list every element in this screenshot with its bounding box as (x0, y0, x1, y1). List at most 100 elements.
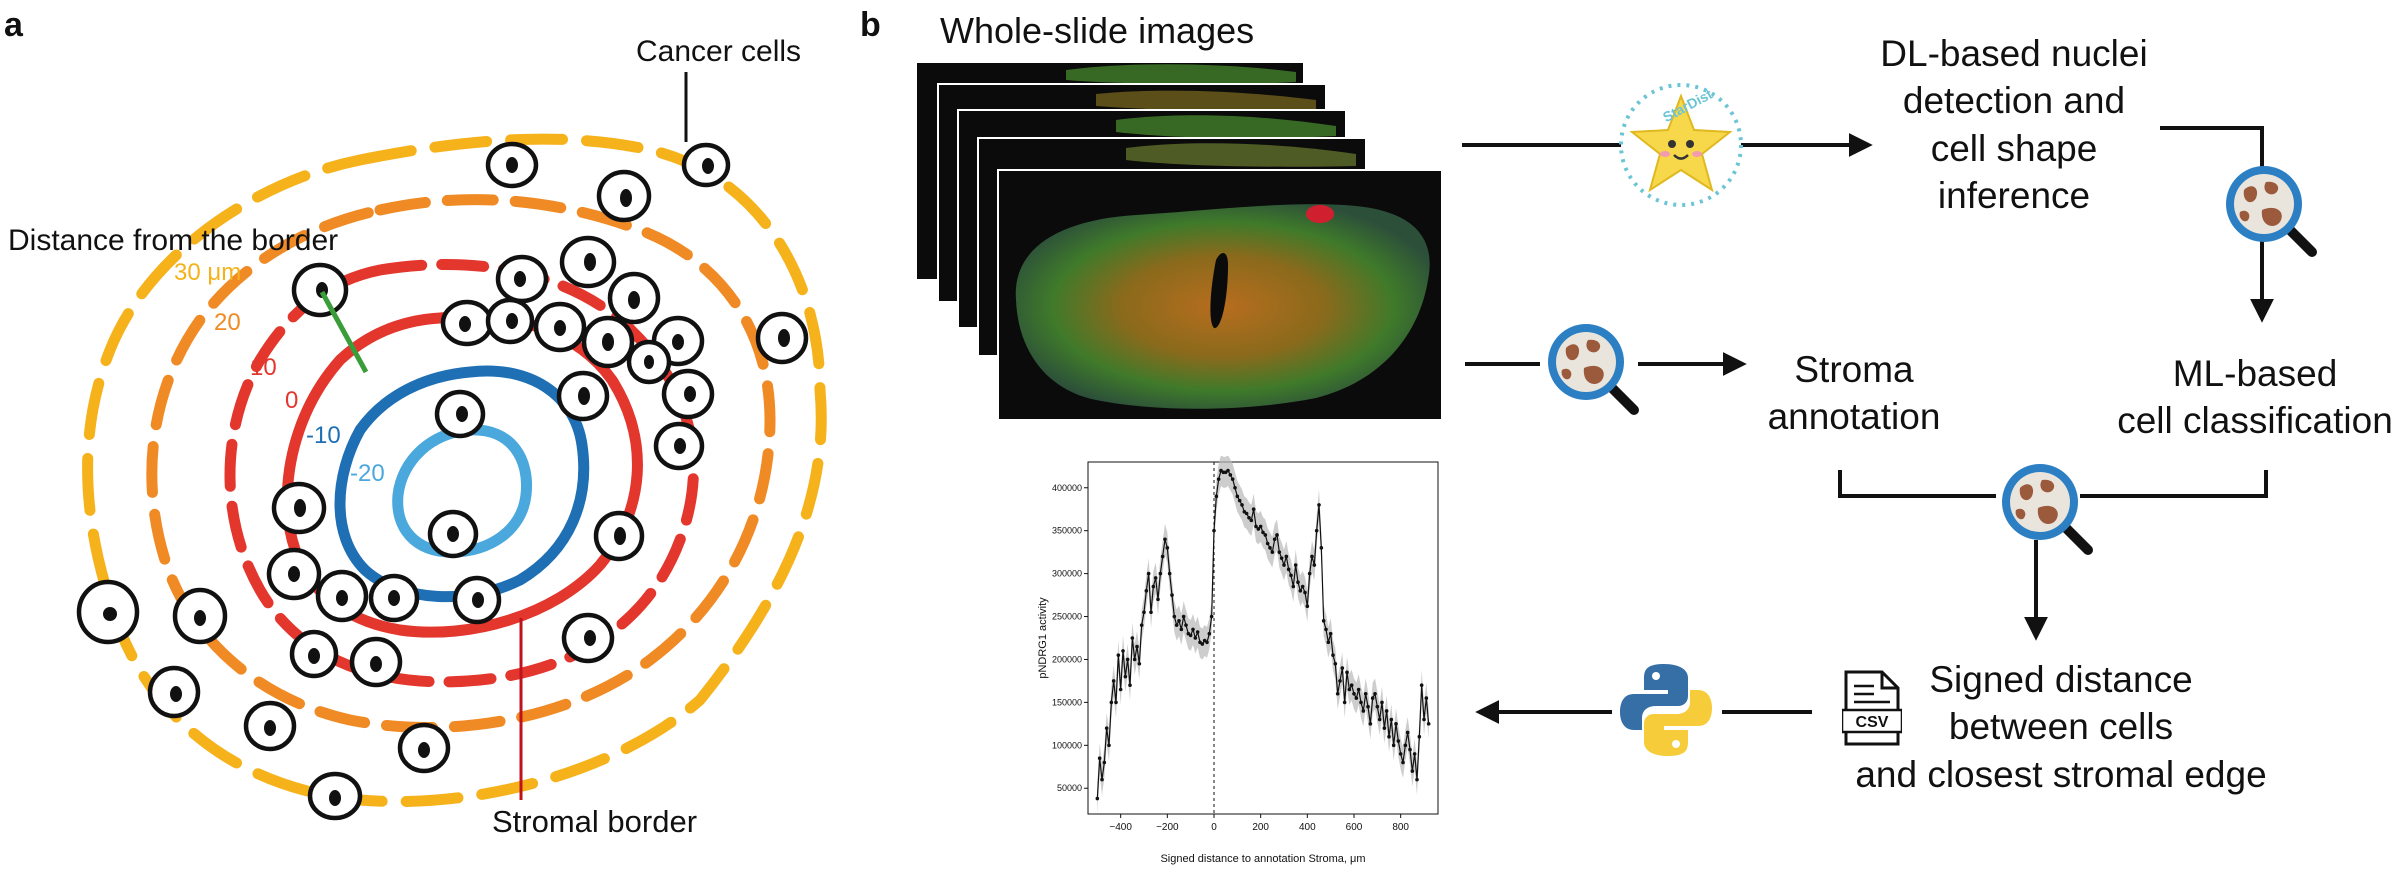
data-point (1118, 687, 1123, 692)
data-point (1419, 683, 1424, 688)
data-point (1356, 687, 1361, 692)
x-tick-label: 800 (1392, 822, 1409, 833)
data-point (1326, 640, 1331, 645)
data-point (1270, 550, 1275, 554)
data-point (1191, 627, 1195, 632)
data-point (1384, 709, 1389, 713)
data-point (1142, 610, 1146, 615)
data-point (1319, 546, 1324, 550)
cell (607, 271, 661, 325)
contour-minus-10 (334, 365, 590, 603)
wsi-title: Whole-slide images (940, 10, 1255, 51)
data-point (1163, 537, 1167, 542)
cell (556, 370, 610, 422)
cell (315, 569, 369, 623)
ml-step-line: ML-based (2172, 353, 2338, 394)
data-point (1251, 507, 1256, 512)
python-logo-icon (1620, 664, 1712, 756)
contour-label-minus-20: -20 (350, 460, 385, 487)
data-point (1216, 477, 1221, 481)
cell (349, 636, 403, 688)
data-point (1100, 777, 1104, 782)
data-point (1254, 524, 1258, 529)
data-point (1300, 584, 1305, 589)
cell (307, 771, 363, 821)
cell (172, 587, 228, 645)
stromal-border-label: Stromal border (492, 804, 698, 839)
data-point (1328, 631, 1333, 636)
stardist-logo-icon: StarDist (1619, 83, 1743, 207)
distance-indicator (319, 290, 369, 374)
data-point (1263, 533, 1268, 537)
data-point (1237, 498, 1242, 503)
data-point (1153, 576, 1158, 580)
cancer-cells-label: Cancer cells (636, 35, 802, 68)
data-point (1394, 722, 1398, 726)
distance-step-line: Signed distance (1929, 659, 2193, 700)
data-point (1324, 627, 1328, 632)
data-point (1291, 584, 1296, 589)
data-point (1401, 760, 1405, 765)
data-point (1205, 640, 1209, 645)
data-point (1370, 696, 1375, 700)
cell (559, 235, 617, 289)
data-point (1097, 756, 1102, 760)
data-point (1172, 614, 1177, 619)
panel-b-letter: b (860, 6, 881, 44)
data-point (1312, 563, 1317, 567)
x-tick-label: 0 (1211, 822, 1217, 833)
cell (626, 339, 672, 385)
cell (368, 573, 420, 623)
data-point (1235, 494, 1240, 499)
contour-label-10: 10 (250, 354, 277, 381)
data-point (1123, 674, 1128, 679)
data-point (1389, 717, 1394, 722)
data-point (1139, 623, 1144, 627)
data-point (1415, 777, 1419, 782)
data-point (1282, 563, 1286, 567)
x-axis-label: Signed distance to annotation Stroma, μm (1160, 853, 1365, 865)
data-point (1396, 739, 1401, 743)
data-point (1121, 649, 1125, 653)
y-axis-label: pNDRG1 activity (1037, 597, 1049, 679)
data-point (1244, 511, 1249, 516)
data-point (1305, 604, 1310, 609)
data-point (1363, 692, 1368, 696)
data-point (1107, 743, 1111, 748)
csv-file-icon: CSV (1842, 670, 1902, 746)
cell (533, 301, 587, 353)
data-point (1125, 657, 1130, 662)
panel-a-diagram (76, 72, 827, 821)
contour-20 (146, 194, 776, 733)
data-point (1347, 687, 1352, 692)
data-point (1426, 722, 1431, 726)
cell (76, 579, 140, 645)
x-tick-label: 600 (1346, 822, 1363, 833)
data-point (1214, 494, 1219, 499)
data-point (1422, 717, 1426, 722)
data-point (1284, 554, 1289, 559)
cell (755, 311, 809, 365)
data-point (1424, 696, 1429, 700)
y-tick-label: 300000 (1052, 569, 1082, 579)
dl-step-label: DL-based nuclei detection and cell shape… (1854, 30, 2174, 219)
data-point (1104, 726, 1109, 730)
data-point (1160, 554, 1165, 559)
data-point (1293, 563, 1298, 567)
data-point (1249, 518, 1254, 523)
csv-file-label: CSV (1856, 714, 1889, 731)
data-point (1296, 580, 1300, 584)
y-tick-label: 400000 (1052, 483, 1082, 493)
data-point (1130, 636, 1135, 640)
data-point (1207, 631, 1212, 636)
cell (653, 421, 705, 471)
whole-slide-image-stack (916, 61, 1443, 420)
data-point (1258, 524, 1263, 529)
data-point (1156, 597, 1160, 602)
data-point (1303, 590, 1307, 595)
cell (289, 629, 339, 679)
data-point (1366, 704, 1370, 709)
stroma-step-line: Stroma (1794, 349, 1914, 390)
y-tick-label: 150000 (1052, 697, 1082, 707)
data-point (1352, 692, 1356, 696)
